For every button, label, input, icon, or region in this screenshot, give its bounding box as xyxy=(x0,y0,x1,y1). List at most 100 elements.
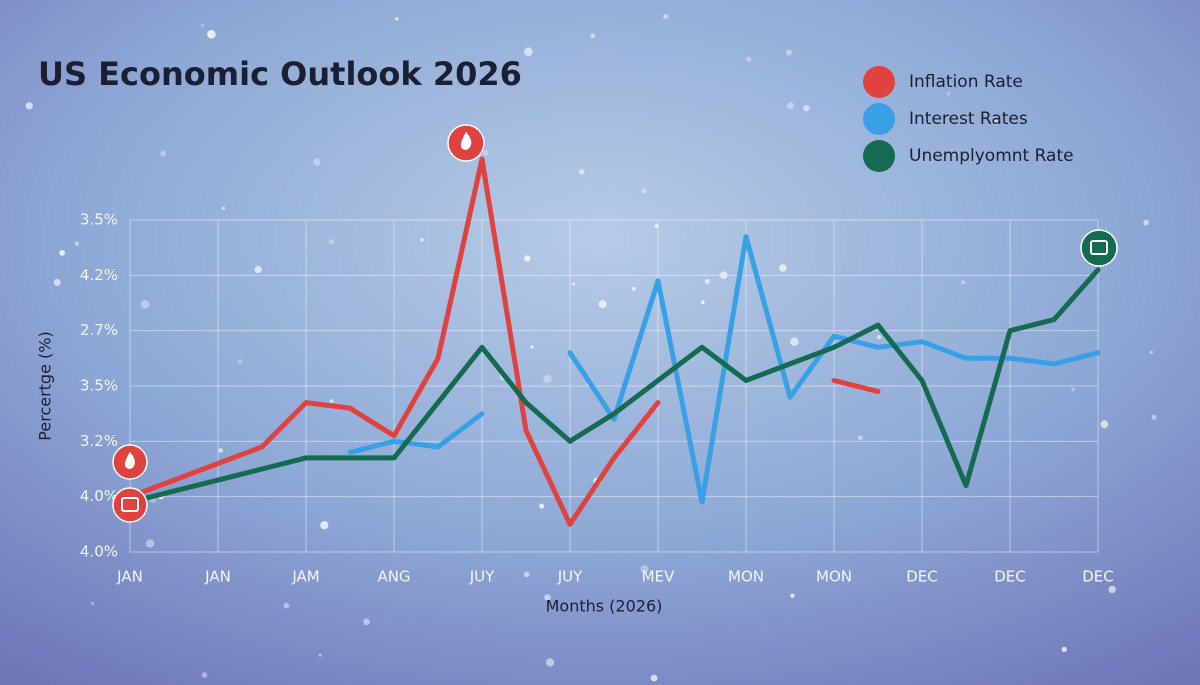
y-axis-label: Percertge (%) xyxy=(36,331,55,440)
decor-dot xyxy=(329,399,334,403)
decor-dot xyxy=(993,119,999,125)
x-tick-label: MON xyxy=(816,568,852,586)
decor-dot xyxy=(1071,387,1075,392)
decor-dot xyxy=(598,300,607,309)
x-axis-label: Months (2026) xyxy=(546,597,663,616)
decor-dot xyxy=(1100,420,1109,429)
flame-icon xyxy=(460,132,472,150)
series-line xyxy=(347,234,1101,505)
decor-dot xyxy=(787,102,795,110)
y-tick-label: 4.0% xyxy=(80,543,118,561)
legend-swatch xyxy=(863,103,895,135)
decor-dot xyxy=(523,47,533,57)
flame-icon xyxy=(124,452,135,469)
decor-dot xyxy=(641,188,647,194)
decor-dot xyxy=(704,279,710,284)
decor-dot xyxy=(483,150,489,156)
y-tick-label: 3.5% xyxy=(80,377,118,395)
decor-dot xyxy=(946,91,951,96)
decor-dot xyxy=(25,102,33,110)
decor-dot xyxy=(961,280,965,285)
marker-glyph xyxy=(121,497,139,512)
plot xyxy=(127,156,1101,527)
decor-dot xyxy=(313,158,321,166)
decor-dot xyxy=(395,17,399,21)
decor-dot xyxy=(207,30,216,39)
decor-dot xyxy=(201,672,208,678)
decor-dot xyxy=(876,334,882,340)
decor-dot xyxy=(650,674,658,682)
decor-dot xyxy=(746,56,752,62)
decor-dot xyxy=(160,150,167,157)
decor-dot xyxy=(544,594,551,601)
decor-dot xyxy=(779,264,787,272)
decor-dot xyxy=(53,278,61,286)
decor-dot xyxy=(523,571,530,578)
legend-label: Inflation Rate xyxy=(909,72,1023,92)
y-tick-label: 3.5% xyxy=(80,211,118,229)
decor-dot xyxy=(318,653,322,657)
markers xyxy=(112,124,1118,523)
decor-dot xyxy=(640,565,649,574)
y-tick-label: 2.7% xyxy=(80,321,118,339)
decor-dot xyxy=(545,658,555,667)
x-tick-label: JUY xyxy=(469,568,495,586)
decor-dot xyxy=(145,539,155,548)
x-tick-label: JAN xyxy=(116,568,143,586)
chart-title: US Economic Outlook 2026 xyxy=(38,55,522,93)
decor-dot xyxy=(790,337,799,346)
decor-dot xyxy=(237,359,243,364)
decor-dot xyxy=(701,300,705,305)
x-tick-label: MEV xyxy=(642,568,675,586)
decor-dot xyxy=(222,206,226,210)
series-line xyxy=(127,267,1101,505)
decor-dot xyxy=(254,266,262,274)
decor-dot xyxy=(1143,219,1149,226)
decor-dot xyxy=(530,345,534,349)
decor-dot xyxy=(785,49,792,56)
decor-dot xyxy=(790,593,795,598)
decor-dot xyxy=(1151,414,1157,420)
decor-dot xyxy=(543,374,552,384)
decor-dot xyxy=(218,448,223,453)
decor-dot xyxy=(420,238,424,242)
decor-dot xyxy=(1061,646,1067,653)
y-tick-label: 4.2% xyxy=(80,266,118,284)
decor-dot xyxy=(572,282,576,286)
x-tick-label: JAM xyxy=(291,568,319,586)
decor-dot xyxy=(654,224,659,229)
marker-glyph xyxy=(1090,240,1108,255)
legend-label: Interest Rates xyxy=(909,109,1028,129)
x-tick-label: MON xyxy=(728,568,764,586)
x-tick-label: DEC xyxy=(1082,568,1114,586)
legend-label: Unemplyomnt Rate xyxy=(909,146,1074,166)
decor-dot xyxy=(320,521,329,530)
x-tick-label: JUY xyxy=(557,568,583,586)
decor-dot xyxy=(1108,585,1116,594)
decor-dot xyxy=(90,601,95,606)
series-line xyxy=(127,156,881,527)
decor-dot xyxy=(140,299,150,309)
decor-dot xyxy=(719,271,728,280)
decor-dot xyxy=(858,435,863,441)
decor-dot xyxy=(59,249,65,256)
decor-dot xyxy=(631,286,636,291)
decor-dot xyxy=(803,105,810,112)
decor-dot xyxy=(200,23,205,28)
y-tick-label: 4.0% xyxy=(80,487,118,505)
decor-dot xyxy=(363,618,370,626)
decor-dot xyxy=(328,239,334,245)
decor-dot xyxy=(1149,350,1153,354)
y-tick-label: 3.2% xyxy=(80,432,118,450)
decor-dot xyxy=(283,602,290,609)
decor-dot xyxy=(74,241,80,246)
decor-dot xyxy=(590,33,596,38)
decor-dot xyxy=(663,14,668,19)
legend-swatch xyxy=(863,140,895,172)
marker-icon xyxy=(1080,229,1118,267)
x-tick-label: DEC xyxy=(994,568,1026,586)
x-tick-label: ANG xyxy=(377,568,410,586)
decor-dot xyxy=(524,255,531,262)
